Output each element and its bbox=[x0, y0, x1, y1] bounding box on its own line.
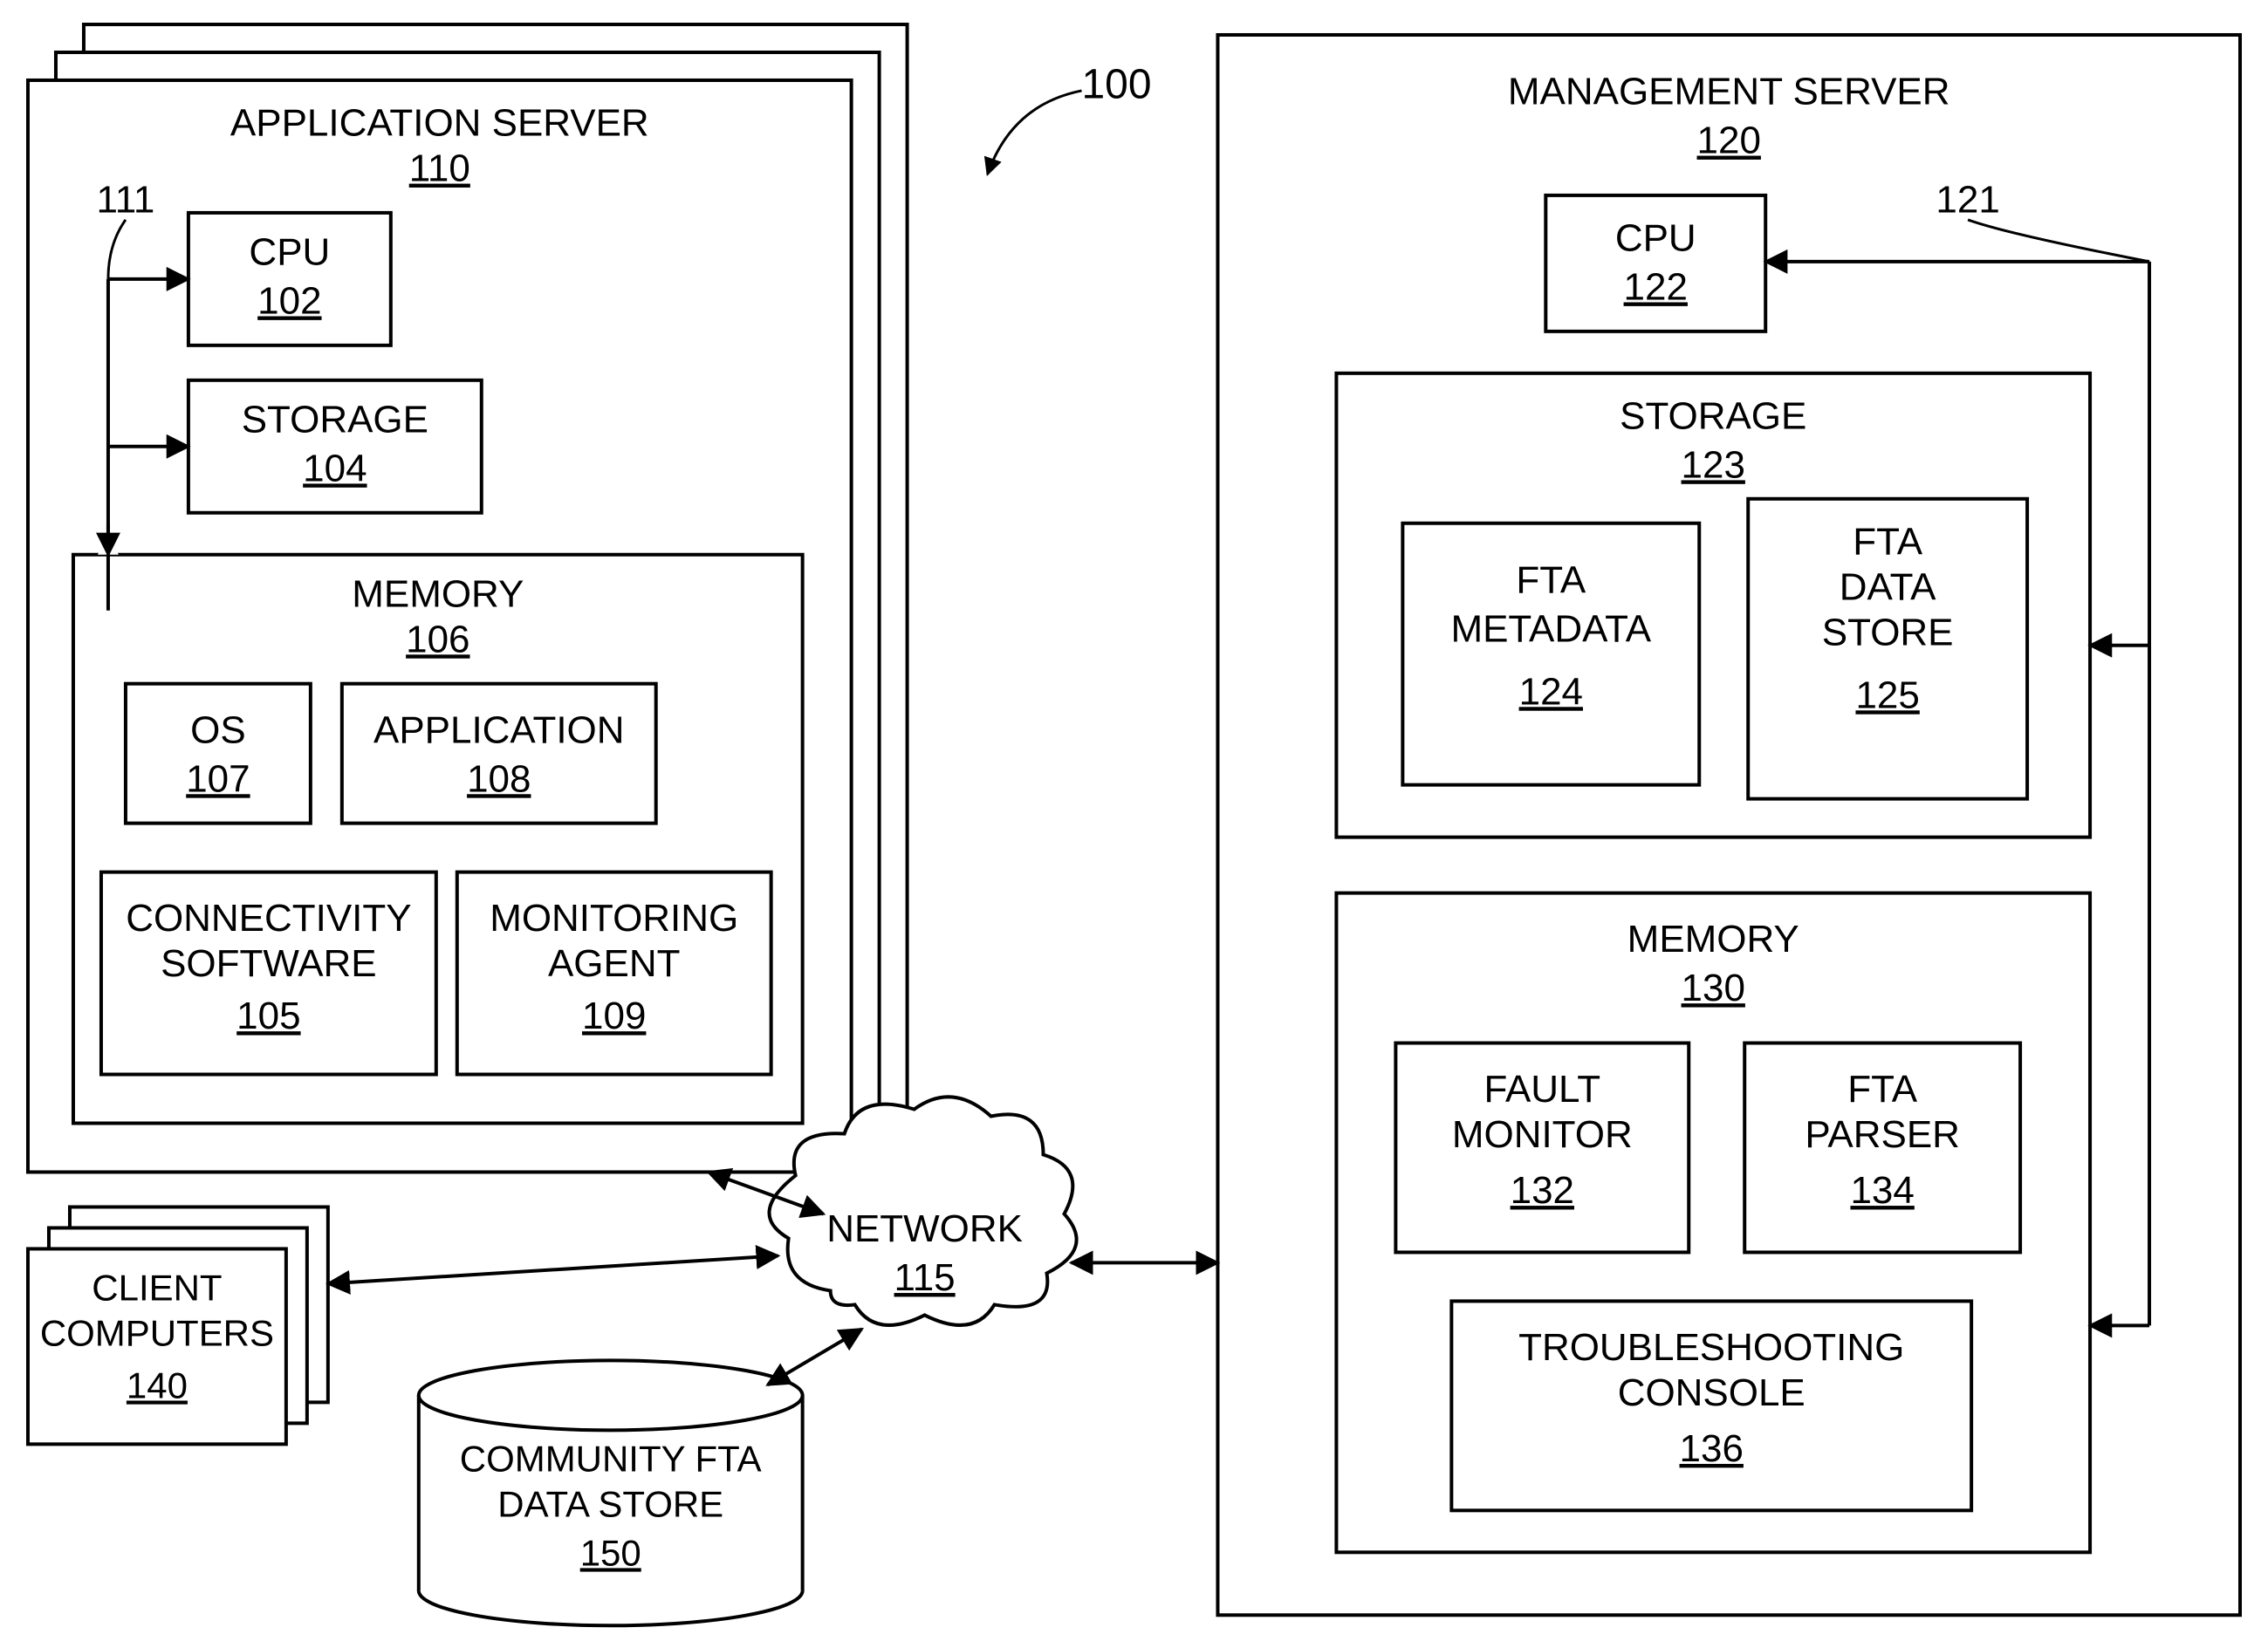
fta-parser-num: 134 bbox=[1850, 1169, 1914, 1212]
connectivity-label2: SOFTWARE bbox=[161, 942, 377, 985]
storage-label: STORAGE bbox=[242, 398, 428, 441]
storage-num: 104 bbox=[303, 447, 367, 489]
fault-monitor-l2: MONITOR bbox=[1452, 1113, 1633, 1156]
monitoring-label2: AGENT bbox=[548, 942, 680, 985]
network-label: NETWORK bbox=[826, 1207, 1023, 1250]
mgmt-server-title: MANAGEMENT SERVER bbox=[1508, 71, 1950, 113]
cpu-label: CPU bbox=[249, 231, 330, 274]
client-label2: COMPUTERS bbox=[40, 1312, 274, 1353]
system-diagram: APPLICATION SERVER 110 CPU 102 STORAGE 1… bbox=[0, 0, 2268, 1648]
monitoring-num: 109 bbox=[582, 995, 646, 1037]
fta-datastore-l3: STORE bbox=[1822, 611, 1954, 653]
os-label: OS bbox=[190, 708, 246, 751]
client-num: 140 bbox=[127, 1364, 188, 1405]
fta-datastore-num: 125 bbox=[1855, 674, 1919, 716]
fault-monitor-num: 132 bbox=[1511, 1169, 1574, 1212]
community-label2: DATA STORE bbox=[497, 1483, 723, 1524]
fta-parser-l2: PARSER bbox=[1805, 1113, 1960, 1156]
fta-metadata-num: 124 bbox=[1519, 670, 1583, 713]
app-server-num: 110 bbox=[409, 147, 470, 190]
mgmt-storage-num: 123 bbox=[1682, 443, 1745, 486]
fta-parser-l1: FTA bbox=[1847, 1068, 1917, 1111]
fta-metadata-l1: FTA bbox=[1516, 558, 1586, 601]
mgmt-storage-title: STORAGE bbox=[1620, 394, 1806, 437]
troubleshooting-l1: TROUBLESHOOTING bbox=[1518, 1326, 1904, 1369]
ref-100: 100 bbox=[1081, 62, 1151, 108]
ref-111: 111 bbox=[97, 179, 155, 222]
app-server-title: APPLICATION SERVER bbox=[230, 102, 649, 145]
application-box bbox=[342, 684, 656, 824]
link-community-network bbox=[768, 1329, 862, 1385]
fta-metadata-l2: METADATA bbox=[1450, 607, 1651, 650]
client-label1: CLIENT bbox=[92, 1268, 222, 1309]
community-label1: COMMUNITY FTA bbox=[460, 1438, 762, 1479]
application-label: APPLICATION bbox=[373, 708, 625, 751]
application-num: 108 bbox=[467, 757, 531, 800]
monitoring-label1: MONITORING bbox=[490, 897, 738, 940]
cpu-num: 102 bbox=[257, 279, 321, 322]
mgmt-memory-num: 130 bbox=[1682, 967, 1745, 1009]
connectivity-num: 105 bbox=[236, 995, 300, 1037]
mgmt-server-num: 120 bbox=[1697, 120, 1761, 162]
troubleshooting-l2: CONSOLE bbox=[1618, 1371, 1805, 1414]
mgmt-cpu-num: 122 bbox=[1624, 265, 1688, 308]
troubleshooting-num: 136 bbox=[1680, 1427, 1744, 1470]
ref-100-curve bbox=[988, 91, 1082, 174]
network-num: 115 bbox=[894, 1256, 956, 1299]
os-num: 107 bbox=[186, 757, 250, 800]
memory-title: MEMORY bbox=[352, 572, 524, 615]
fault-monitor-l1: FAULT bbox=[1484, 1068, 1601, 1111]
fta-datastore-l1: FTA bbox=[1853, 520, 1922, 563]
connectivity-label1: CONNECTIVITY bbox=[126, 897, 411, 940]
mgmt-cpu-label: CPU bbox=[1615, 217, 1696, 260]
mgmt-cpu-box bbox=[1545, 195, 1765, 332]
mgmt-memory-title: MEMORY bbox=[1627, 918, 1799, 961]
memory-num: 106 bbox=[406, 618, 469, 660]
ref-121: 121 bbox=[1936, 179, 1999, 222]
os-box bbox=[126, 684, 311, 824]
fta-datastore-l2: DATA bbox=[1840, 565, 1936, 608]
community-num: 150 bbox=[580, 1532, 641, 1573]
link-client-network bbox=[328, 1255, 778, 1283]
